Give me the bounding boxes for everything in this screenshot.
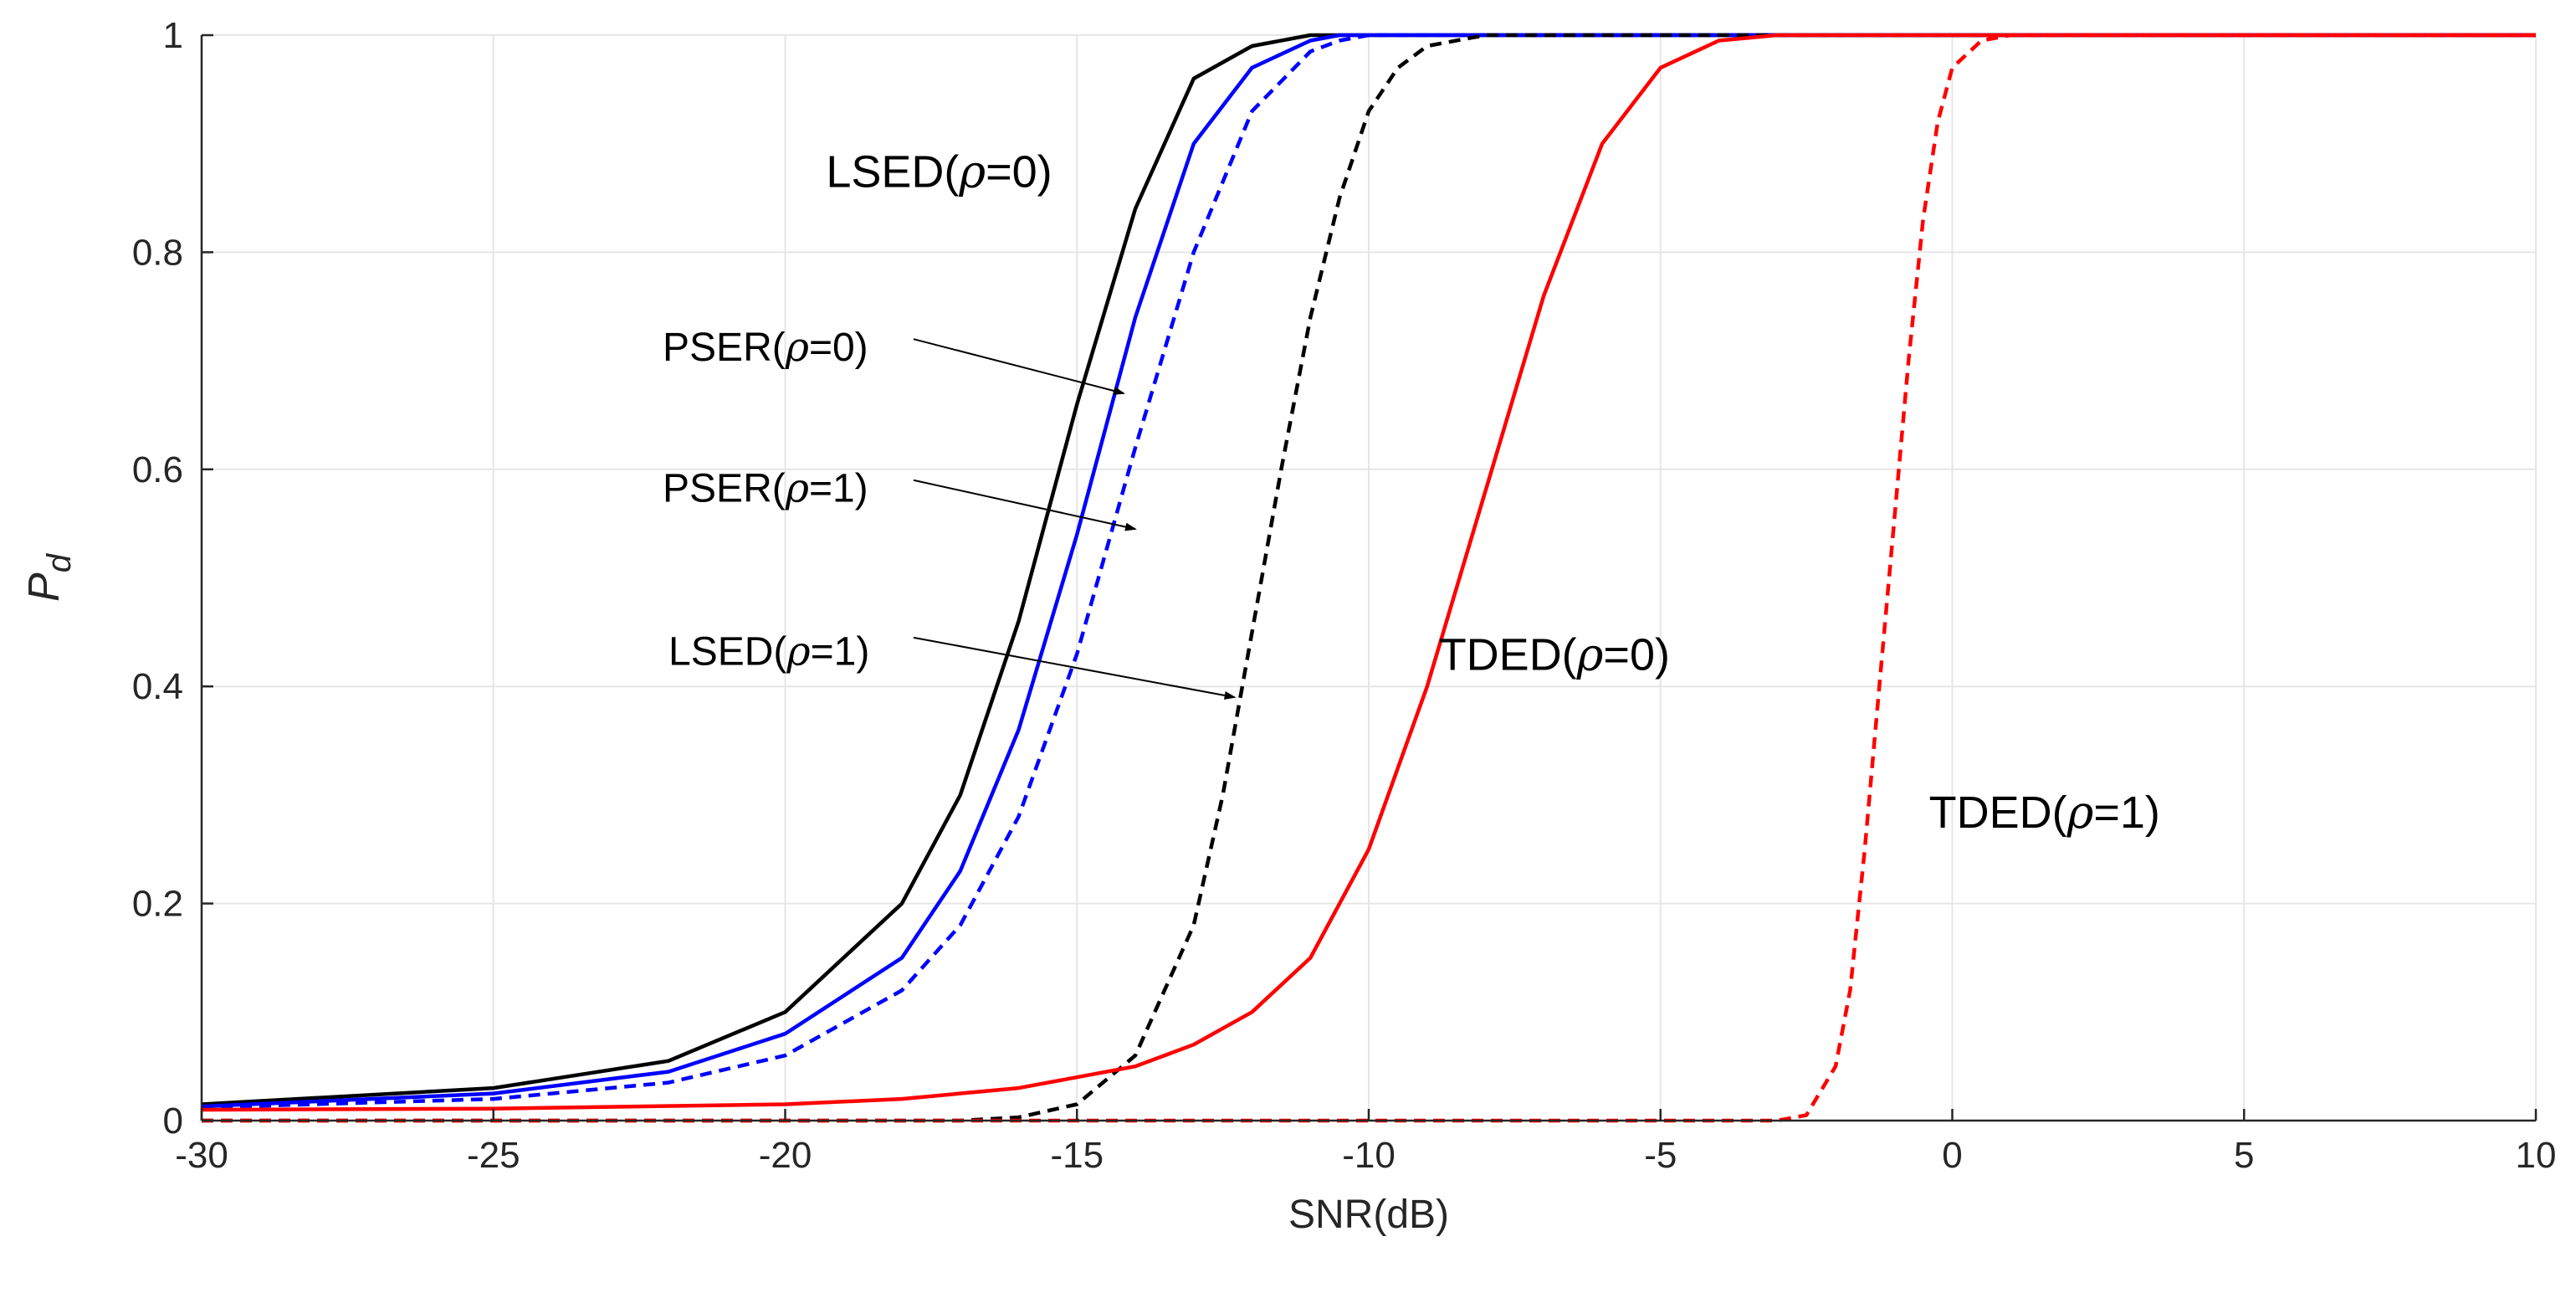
y-tick-label: 0.6	[132, 449, 183, 490]
annotations: LSED(ρ=0) PSER(ρ=0) PSER(ρ=1) LSED(ρ=1) TDED…	[663, 146, 2160, 839]
x-tick-label: -30	[175, 1135, 228, 1176]
x-tick-label: -5	[1644, 1135, 1677, 1176]
annotation-arrow-pser-rho-0	[913, 338, 1125, 395]
y-tick-label: 0.2	[132, 884, 183, 925]
y-tick-label: 0	[163, 1101, 183, 1142]
annotation-tded-rho-0: TDED(ρ=0)	[1439, 629, 1670, 681]
x-tick-label: 10	[2516, 1135, 2557, 1176]
series-group	[201, 33, 2536, 1123]
x-tick-label: -15	[1050, 1135, 1104, 1176]
axes: -30 -25 -20 -15 -10 -5 0 5 10 0 0.2 0.4 0.6 0.8 1	[132, 15, 2557, 1176]
x-tick-label: 5	[2234, 1135, 2254, 1176]
series-line-pser-rho-1	[201, 33, 2536, 1110]
series-line-tded-rho-1	[202, 33, 2536, 1123]
y-tick-label: 1	[163, 15, 183, 56]
annotation-arrow-pser-rho-1	[913, 479, 1137, 531]
annotation-lsed-rho-1: LSED(ρ=1)	[668, 628, 869, 675]
x-tick-label: -25	[467, 1135, 520, 1176]
series-line-tded-rho-0	[201, 33, 2536, 1112]
annotation-lsed-rho-0: LSED(ρ=0)	[826, 146, 1052, 198]
series-line-pser-rho-0	[201, 33, 2536, 1109]
x-tick-label: -10	[1342, 1135, 1396, 1176]
annotation-arrow-lsed-rho-1	[913, 636, 1237, 700]
grid	[201, 34, 2537, 1121]
y-axis-title: Pd	[20, 552, 78, 602]
series-line-lsed-rho-1	[202, 33, 2536, 1123]
annotation-tded-rho-1: TDED(ρ=1)	[1929, 786, 2160, 839]
series-line-lsed-rho-0	[201, 33, 2536, 1106]
y-tick-label: 0.8	[132, 232, 183, 273]
y-tick-label: 0.4	[132, 666, 183, 707]
x-tick-label: 0	[1942, 1135, 1962, 1176]
x-tick-label: -20	[759, 1135, 812, 1176]
x-axis-title: SNR(dB)	[1288, 1193, 1449, 1237]
annotation-pser-rho-0: PSER(ρ=0)	[663, 324, 868, 371]
annotation-pser-rho-1: PSER(ρ=1)	[663, 465, 868, 512]
y-axis-title-text: Pd	[20, 552, 78, 602]
